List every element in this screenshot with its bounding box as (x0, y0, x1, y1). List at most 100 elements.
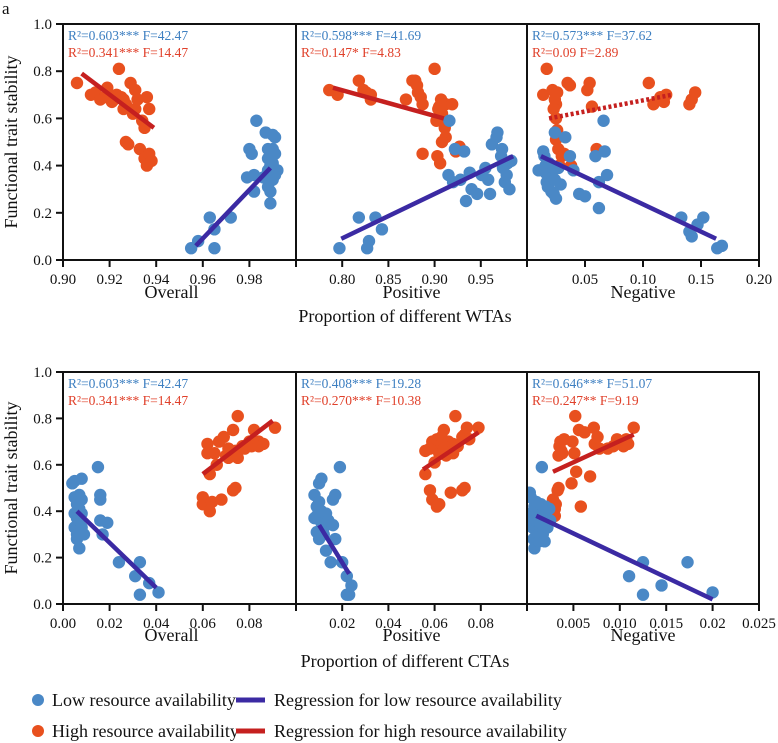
low-resource-point (600, 168, 614, 182)
high-resource-point (583, 470, 597, 483)
low-resource-point (543, 502, 556, 516)
high-resource-point (569, 465, 583, 478)
high-resource-point (112, 62, 126, 76)
y-tick-label: 1.0 (33, 365, 52, 381)
high-resource-point (70, 76, 84, 90)
low-resource-point (559, 131, 572, 144)
high-resource-regression-line (421, 430, 480, 472)
low-resource-point (622, 569, 636, 583)
high-resource-point (574, 500, 588, 513)
low-resource-point (597, 114, 610, 127)
high-resource-point (145, 154, 158, 168)
legend-label-low-line: Regression for low resource availability (274, 690, 562, 710)
high-resource-point (550, 86, 564, 99)
stats-high-resource: R²=0.341*** F=14.47 (68, 393, 188, 408)
panel-ctas-overall: 0.00 0.02 0.04 0.06 0.08 Overall R²=0.603*** F… (50, 371, 297, 645)
x-tick-label: 0.04 (143, 616, 170, 632)
low-resource-point (75, 493, 88, 506)
legend-label-high-points: High resource availability (52, 721, 239, 741)
x-tick-label: 0.05 (572, 272, 598, 288)
low-resource-point (73, 542, 86, 555)
low-resource-point (91, 460, 105, 474)
high-resource-point (140, 90, 154, 104)
panel-subtitle: Overall (145, 282, 199, 302)
low-resource-point (655, 579, 668, 592)
low-resource-point (112, 556, 126, 569)
x-tick-label: 0.02 (699, 616, 725, 632)
x-tick-label: 0.94 (143, 272, 170, 288)
x-tick-label: 0.96 (190, 272, 217, 288)
low-resource-regression-line (194, 166, 272, 248)
high-resource-point (537, 88, 550, 102)
high-resource-regression-line (332, 85, 445, 121)
panel-wtas-overall: 0.90 0.92 0.94 0.96 0.98 Overall R²=0.603*** F… (50, 23, 297, 302)
low-resource-point (329, 488, 342, 502)
low-resource-point (152, 586, 165, 599)
panel-ctas-negative: 0.005 0.010 0.015 0.02 0.025 Negative R²=0.646… (526, 371, 776, 645)
low-resource-point (592, 201, 606, 215)
low-resource-regression-line (340, 154, 515, 241)
x-tick-label: 0.95 (468, 272, 494, 288)
legend-item-high-points: High resource availability (32, 721, 239, 741)
y-tick-label: 1.0 (33, 17, 52, 33)
x-tick-label: 0.015 (649, 616, 683, 632)
low-resource-point (319, 544, 333, 557)
data-layer (308, 409, 485, 601)
low-resource-point (503, 183, 516, 196)
low-resource-point (636, 588, 650, 601)
high-resource-point (563, 79, 577, 92)
high-resource-point (257, 437, 270, 451)
low-resource-point (333, 242, 346, 255)
low-resource-point (481, 173, 495, 186)
stats-high-resource: R²=0.341*** F=14.47 (68, 45, 188, 60)
high-resource-point (578, 426, 591, 439)
low-resource-point (315, 472, 328, 485)
x-axis-title: Proportion of different CTAs (301, 651, 510, 671)
high-resource-point (583, 76, 596, 90)
high-resource-point (231, 409, 244, 423)
row-ctas: 0.0 0.2 0.4 0.6 0.8 1.0 Functional trait stabi… (1, 365, 776, 671)
low-resource-regression-line (317, 523, 352, 576)
low-resource-point (500, 168, 513, 182)
high-resource-point (143, 102, 156, 116)
stats-high-resource: R²=0.270*** F=10.38 (301, 393, 421, 408)
x-tick-label: 0.92 (96, 272, 122, 288)
low-resource-point (578, 190, 592, 203)
y-axis-title: Functional trait stability (1, 402, 21, 575)
high-resource-point (231, 451, 244, 465)
high-resource-point (565, 477, 578, 490)
low-resource-point (598, 145, 611, 158)
low-resource-point (362, 234, 376, 248)
legend-item-low-points: Low resource availability (32, 690, 236, 710)
x-tick-label: 0.85 (375, 272, 401, 288)
y-tick-label: 0.0 (33, 597, 52, 613)
low-resource-point (247, 168, 261, 182)
high-resource-point (229, 481, 242, 495)
low-resource-point (133, 588, 147, 601)
stats-low-resource: R²=0.603*** F=42.47 (68, 28, 188, 43)
y-tick-label: 0.0 (33, 253, 52, 269)
high-resource-point (208, 447, 221, 460)
y-tick-label: 0.2 (33, 206, 52, 222)
low-resource-point (554, 178, 567, 191)
x-tick-label: 0.98 (236, 272, 262, 288)
y-axis-title: Functional trait stability (1, 56, 21, 229)
legend: Low resource availability High resource … (32, 690, 567, 741)
high-resource-point (435, 135, 449, 149)
panel-subtitle: Positive (382, 282, 440, 302)
low-resource-point (563, 149, 577, 163)
low-resource-point (443, 114, 456, 127)
y-tick-label: 0.6 (33, 111, 52, 127)
panel-subtitle: Overall (145, 625, 199, 645)
stats-low-resource: R²=0.573*** F=37.62 (532, 28, 652, 43)
low-resource-point (375, 223, 389, 236)
panel-subtitle: Positive (382, 625, 440, 645)
high-resource-point (419, 467, 432, 481)
low-resource-point (101, 516, 114, 529)
x-tick-label: 0.010 (603, 616, 637, 632)
high-resource-point (131, 93, 144, 106)
high-resource-point (196, 491, 209, 504)
low-resource-point (589, 149, 602, 163)
low-resource-point (549, 192, 563, 205)
